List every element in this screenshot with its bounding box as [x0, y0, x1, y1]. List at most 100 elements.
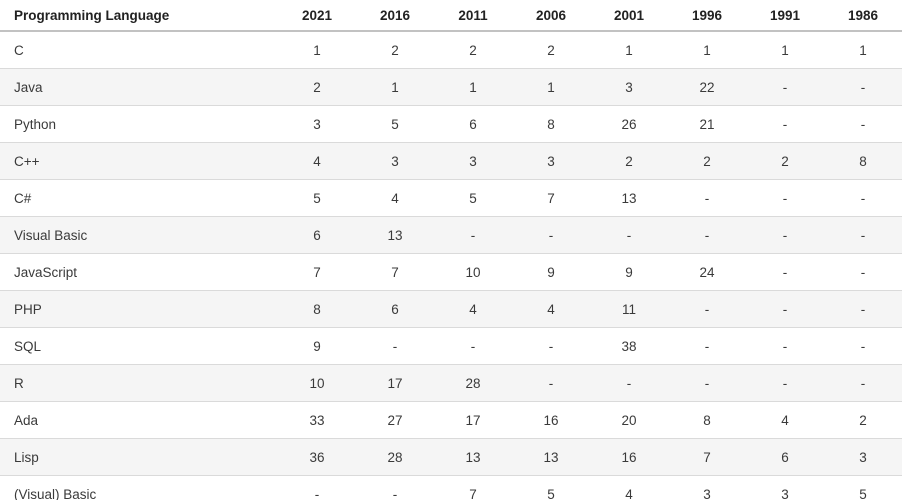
rank-cell-ada-2001: 20	[590, 401, 668, 439]
rank-cell-sql-1991: -	[746, 327, 824, 365]
rank-cell-python-2016: 5	[356, 105, 434, 143]
rank-cell-r-2016: 17	[356, 364, 434, 402]
rank-cell-javascript-2016: 7	[356, 253, 434, 291]
table-row-visual-basic: Visual Basic 6 13- - - - - -	[0, 216, 902, 254]
rank-cell-php-2016: 6	[356, 290, 434, 328]
language-name: JavaScript	[0, 253, 278, 291]
rank-cell-sql-2021: 9	[278, 327, 356, 365]
rank-cell-ada-2021: 33	[278, 401, 356, 439]
rank-cell-python-2006: 8	[512, 105, 590, 143]
rank-cell-java-2001: 3	[590, 68, 668, 106]
rank-cell-visual-basic-2021: -	[278, 475, 356, 500]
rank-cell-java-1996: 22	[668, 68, 746, 106]
rank-cell-java-2011: 1	[434, 68, 512, 106]
rank-cell-c-2001: 1	[625, 42, 633, 58]
language-name: Lisp	[0, 438, 278, 476]
rank-cell-c-2016: 4	[356, 179, 434, 217]
rank-cell-python-1986: -	[824, 105, 902, 143]
rank-cell-php-1996: -	[668, 290, 746, 328]
rank-cell-c-2006: 3	[512, 142, 590, 180]
rank-cell-lisp-1986: 3	[824, 438, 902, 476]
rank-cell-javascript-1996: 24	[668, 253, 746, 291]
rank-cell-visual-basic-2001: -	[590, 216, 668, 254]
column-header-1991: 1991	[746, 0, 824, 32]
rank-cell-visual-basic-1986: 5	[824, 475, 902, 500]
language-name: Python	[0, 105, 278, 143]
rank-cell-visual-basic-2016: 13	[356, 216, 434, 254]
rank-cell-python-1991: -	[746, 105, 824, 143]
rank-cell-lisp-1991: 6	[746, 438, 824, 476]
rank-cell-sql-2006: -	[512, 327, 590, 365]
rank-cell-lisp-2016: 28	[356, 438, 434, 476]
table-row-lisp: Lisp 36 28 13 13 16 7 6 3	[0, 438, 902, 476]
rank-cell-python-2021: 3	[278, 105, 356, 143]
rank-cell-lisp-2021: 36	[278, 438, 356, 476]
rank-cell-java-2021: 2	[278, 68, 356, 106]
column-header-1986: 1986	[824, 0, 902, 32]
rank-cell-java-2016: 1	[356, 68, 434, 106]
rank-cell-php-2001: 11	[590, 290, 668, 328]
rank-cell-visual-basic-2016: -	[356, 475, 434, 500]
rank-cell-c-1986: -	[824, 179, 902, 217]
column-header-1996: 1996	[668, 0, 746, 32]
rank-cell-javascript-2001: 9	[590, 253, 668, 291]
rank-cell-visual-basic-1996: -	[668, 216, 746, 254]
rank-cell-c-2016: 2	[391, 42, 399, 58]
rank-cell-java-1991: -	[746, 68, 824, 106]
rank-cell-visual-basic-2021: 6	[278, 216, 356, 254]
rank-cell-c-1996: 1	[703, 42, 711, 58]
rank-cell-sql-1986: -	[824, 327, 902, 365]
rank-cell-visual-basic-2006: -	[512, 216, 590, 254]
rank-cell-python-2011: 6	[434, 105, 512, 143]
language-name: Java	[0, 68, 278, 106]
language-name: C	[14, 42, 24, 58]
rank-cell-visual-basic-2001: 4	[590, 475, 668, 500]
rank-cell-php-2021: 8	[278, 290, 356, 328]
rank-cell-javascript-2011: 10	[434, 253, 512, 291]
rank-cell-c-2011: 2	[469, 42, 477, 58]
rank-cell-java-1986: -	[824, 68, 902, 106]
rank-cell-c-2011: 5	[434, 179, 512, 217]
rank-cell-sql-2001: 38	[590, 327, 668, 365]
rank-cell-c-2006: 7	[512, 179, 590, 217]
rank-cell-c-1991: 2	[746, 142, 824, 180]
rank-cell-c-2001: 13	[590, 179, 668, 217]
rank-cell-c-1996: 2	[668, 142, 746, 180]
table-row-java: Java 2 1 1 1 3 22- -	[0, 68, 902, 106]
rank-cell-sql-2011: -	[434, 327, 512, 365]
rank-cell-visual-basic-2006: 5	[512, 475, 590, 500]
rank-cell-visual-basic-1996: 3	[668, 475, 746, 500]
rank-cell-php-1991: -	[746, 290, 824, 328]
rank-cell-visual-basic-2011: -	[434, 216, 512, 254]
rank-cell-c-1991: 1	[781, 42, 789, 58]
rank-cell-c-1991: -	[746, 179, 824, 217]
table-row-visual-basic: (Visual) Basic - -7 5 4 3 3 5	[0, 475, 902, 500]
rank-cell-c-2016: 3	[356, 142, 434, 180]
rank-cell-visual-basic-1986: -	[824, 216, 902, 254]
table-row-python: Python 3 5 6 8 26 21- -	[0, 105, 902, 143]
column-header-2016: 2016	[356, 0, 434, 32]
table-row-ada: Ada 33 27 17 16 20 8 4 2	[0, 401, 902, 439]
rank-cell-php-1986: -	[824, 290, 902, 328]
rank-cell-visual-basic-1991: 3	[746, 475, 824, 500]
language-name: R	[0, 364, 278, 402]
rank-cell-c-1996: -	[668, 179, 746, 217]
rank-cell-ada-2006: 16	[512, 401, 590, 439]
header-row: Programming Language 2021 2016 2011 2006 2001…	[0, 0, 902, 32]
table-row-c: C 1 2 2 2 1 1 1 1	[0, 31, 902, 69]
table-row-sql: SQL 9- - -38- - -	[0, 327, 902, 365]
rank-cell-ada-1986: 2	[824, 401, 902, 439]
rank-cell-r-2021: 10	[278, 364, 356, 402]
rank-cell-javascript-1986: -	[824, 253, 902, 291]
language-name: (Visual) Basic	[0, 475, 278, 500]
language-name: Ada	[0, 401, 278, 439]
rank-cell-lisp-2001: 16	[590, 438, 668, 476]
column-header-2021: 2021	[278, 0, 356, 32]
rank-cell-java-2006: 1	[512, 68, 590, 106]
rank-cell-javascript-2021: 7	[278, 253, 356, 291]
rank-cell-ada-2016: 27	[356, 401, 434, 439]
rank-cell-r-1991: -	[746, 364, 824, 402]
column-header-2011: 2011	[434, 0, 512, 32]
